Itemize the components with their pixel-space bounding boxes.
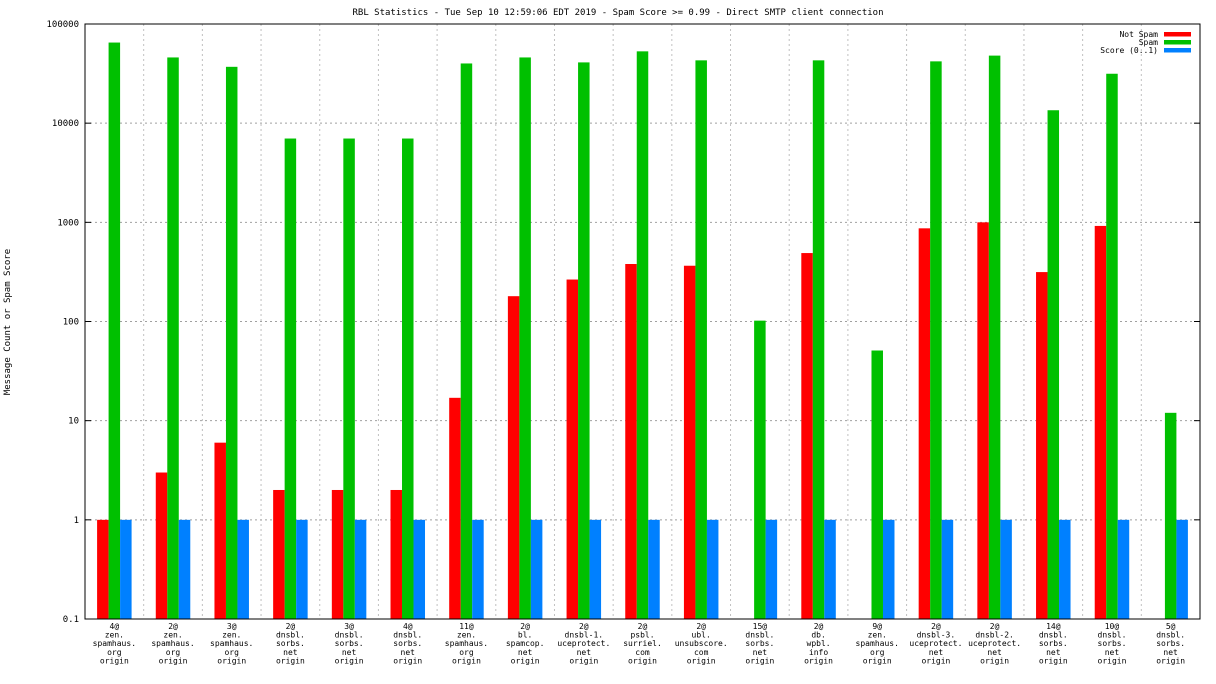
bar-not-spam — [273, 489, 285, 619]
legend-label: Score (0..1) — [1100, 46, 1158, 55]
bar-score-0-1 — [941, 519, 954, 619]
bar-spam — [871, 350, 883, 619]
bar-spam — [636, 51, 649, 619]
bar-not-spam — [214, 442, 226, 619]
bar-score-0-1 — [530, 519, 543, 619]
bar-score-0-1 — [824, 519, 836, 619]
bar-not-spam — [977, 222, 989, 620]
legend-swatch — [1164, 40, 1191, 45]
x-axis-ticks: 4@ zen. spamhaus. org origin 2@ zen. spamhaus. o… — [93, 622, 1186, 665]
x-tick-label: 2@ bl. spamcop. net origin — [506, 622, 545, 665]
bar-score-0-1 — [882, 519, 895, 619]
x-tick-label: 4@ zen. spamhaus. org origin — [93, 622, 136, 665]
x-tick-label: 2@ psbl. surriel. com origin — [623, 622, 662, 665]
bar-score-0-1 — [354, 519, 367, 619]
bar-score-0-1 — [413, 519, 426, 619]
bar-score-0-1 — [237, 519, 249, 619]
x-tick-label: 3@ dnsbl. sorbs. net origin — [335, 622, 364, 665]
bar-spam — [519, 57, 531, 620]
bar-score-0-1 — [589, 519, 602, 619]
x-tick-label: 2@ dnsbl-1. uceprotect. net origin — [557, 622, 610, 665]
bar-spam — [988, 55, 1001, 620]
bar-spam — [812, 60, 825, 619]
bar-spam — [1047, 110, 1060, 620]
bar-spam — [108, 42, 121, 620]
y-tick-label: 100 — [63, 318, 79, 328]
bar-score-0-1 — [765, 519, 778, 619]
bar-not-spam — [97, 519, 109, 619]
bar-not-spam — [1036, 272, 1048, 619]
x-tick-label: 4@ dnsbl. sorbs. net origin — [393, 622, 422, 665]
x-tick-label: 14@ dnsbl. sorbs. net origin — [1039, 622, 1068, 665]
bar-score-0-1 — [706, 519, 719, 619]
chart-title: RBL Statistics - Tue Sep 10 12:59:06 EDT… — [352, 8, 883, 18]
bar-not-spam — [801, 253, 813, 620]
legend-label: Spam — [1139, 38, 1158, 47]
x-tick-label: 11@ zen. spamhaus. org origin — [445, 622, 488, 665]
x-tick-label: 5@ dnsbl. sorbs. net origin — [1156, 622, 1185, 665]
legend-swatch — [1164, 48, 1191, 53]
y-axis-label: Message Count or Spam Score — [3, 249, 13, 395]
bar-not-spam — [449, 397, 461, 619]
bar-not-spam — [625, 264, 637, 619]
y-axis-ticks: 0.1 1 10 100 1000 10000 100000 — [46, 20, 1200, 625]
x-tick-label: 2@ db. wpbl. info origin — [804, 622, 833, 665]
y-tick-label: 100000 — [46, 20, 79, 30]
bar-not-spam — [390, 489, 403, 619]
x-tick-label: 3@ zen. spamhaus. org origin — [210, 622, 253, 665]
bar-score-0-1 — [1059, 519, 1071, 619]
bar-spam — [284, 138, 297, 619]
bar-not-spam — [683, 265, 696, 619]
bar-score-0-1 — [648, 519, 660, 619]
bars — [97, 42, 1188, 620]
legend-swatch — [1164, 32, 1191, 37]
x-tick-label: 10@ dnsbl. sorbs. net origin — [1098, 622, 1127, 665]
x-tick-label: 2@ dnsbl-2. uceprotect. net origin — [968, 622, 1021, 665]
grid-lines — [85, 24, 1200, 619]
bar-score-0-1 — [178, 519, 191, 619]
bar-score-0-1 — [120, 519, 132, 619]
x-tick-label: 9@ zen. spamhaus. org origin — [856, 622, 899, 665]
bar-spam — [167, 57, 179, 620]
bar-spam — [1164, 412, 1177, 619]
bar-not-spam — [1094, 225, 1107, 619]
y-tick-label: 10000 — [52, 119, 79, 129]
bar-spam — [1106, 73, 1118, 620]
bar-score-0-1 — [472, 519, 484, 619]
bar-not-spam — [566, 279, 579, 619]
y-tick-label: 1 — [74, 516, 79, 526]
bar-spam — [695, 60, 707, 619]
x-tick-label: 2@ dnsbl. sorbs. net origin — [276, 622, 305, 665]
bar-not-spam — [331, 489, 344, 619]
bar-score-0-1 — [1117, 519, 1130, 619]
bar-score-0-1 — [296, 519, 308, 619]
y-tick-label: 1000 — [57, 218, 79, 228]
bar-not-spam — [155, 472, 168, 619]
bar-not-spam — [918, 228, 931, 620]
bar-spam — [578, 62, 590, 620]
bar-spam — [343, 138, 355, 619]
y-tick-label: 0.1 — [63, 615, 79, 625]
bar-spam — [460, 63, 473, 619]
x-tick-label: 2@ zen. spamhaus. org origin — [151, 622, 194, 665]
bar-spam — [930, 61, 942, 620]
bar-spam — [754, 320, 766, 619]
bar-score-0-1 — [1000, 519, 1012, 619]
bar-spam — [402, 138, 414, 619]
x-tick-label: 15@ dnsbl. sorbs. net origin — [745, 622, 774, 665]
x-tick-label: 2@ ubl. unsubscore. com origin — [675, 622, 728, 665]
bar-score-0-1 — [1176, 519, 1188, 619]
x-tick-label: 2@ dnsbl-3. uceprotect. net origin — [909, 622, 962, 665]
y-tick-label: 10 — [68, 417, 79, 427]
bar-not-spam — [507, 296, 520, 619]
legend-label: Not Spam — [1119, 30, 1158, 39]
bar-spam — [225, 66, 238, 619]
